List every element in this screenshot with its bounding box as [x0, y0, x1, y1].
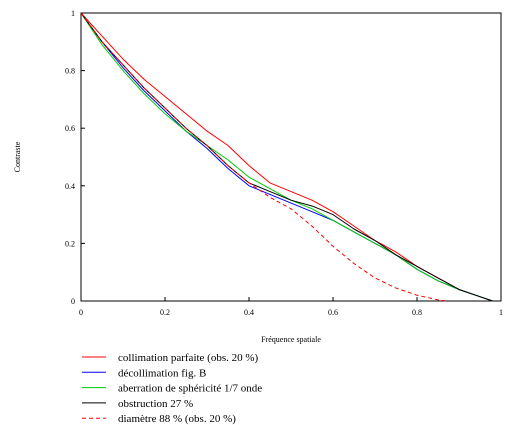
x-tick-label: 0.2	[160, 308, 170, 317]
x-tick-label: 0.4	[244, 308, 254, 317]
y-tick-label: 1	[71, 9, 75, 18]
y-tick-label: 0	[71, 297, 75, 306]
legend: collimation parfaite (obs. 20 %) décollim…	[82, 352, 262, 425]
legend-label-2: décollimation fig. B	[118, 367, 206, 379]
y-tick-label: 0.4	[65, 182, 75, 191]
x-tick-label: 0.8	[412, 308, 422, 317]
legend-label-4: obstruction 27 %	[118, 398, 193, 410]
plot-frame	[80, 12, 502, 302]
series-line-5	[80, 12, 447, 302]
y-axis-label: Contraste	[13, 141, 22, 172]
legend-label-1: collimation parfaite (obs. 20 %)	[118, 352, 259, 364]
y-tick-label: 0.2	[65, 239, 75, 248]
x-tick-label: 0	[79, 308, 83, 317]
series-curves	[80, 12, 493, 302]
legend-label-3: aberration de sphéricité 1/7 onde	[118, 383, 262, 395]
y-axis-ticks: 0 0.2 0.4 0.6 0.8 1	[65, 9, 85, 306]
legend-label-5: diamètre 88 % (obs. 20 %)	[118, 413, 236, 425]
x-tick-label: 1	[499, 308, 503, 317]
y-tick-label: 0.6	[65, 124, 75, 133]
x-axis-ticks: 0 0.2 0.4 0.6 0.8 1	[79, 297, 503, 317]
y-tick-label: 0.8	[65, 67, 75, 76]
x-tick-label: 0.6	[328, 308, 338, 317]
x-axis-label: Fréquence spatiale	[261, 335, 321, 344]
